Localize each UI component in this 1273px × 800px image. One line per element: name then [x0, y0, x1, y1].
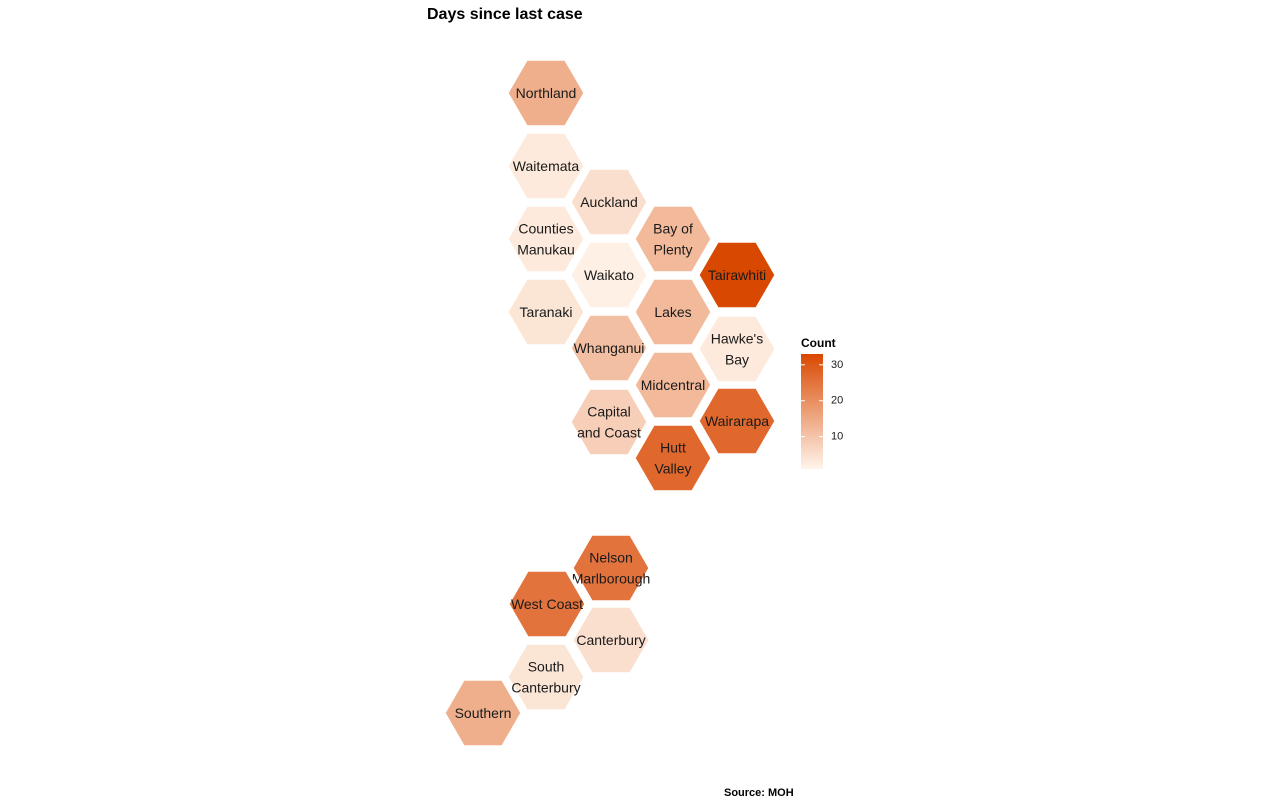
hex-cell: [570, 532, 652, 604]
hex-label: Midcentral: [641, 377, 706, 393]
hex-cell: [570, 604, 652, 676]
hex-label: Taranaki: [520, 304, 573, 320]
hex-label: Wairarapa: [705, 413, 769, 429]
hex-label: Capital: [587, 404, 631, 420]
hex-label: Canterbury: [511, 680, 580, 696]
hex-label: Lakes: [654, 304, 691, 320]
hex-region-auckland: Auckland: [568, 166, 650, 238]
hex-region-counties-manukau: Counties Manukau: [505, 203, 587, 275]
hex-cell: [568, 166, 650, 238]
hex-cell: [696, 385, 778, 457]
hex-cell: [568, 239, 650, 311]
hex-region-waitemata: Waitemata: [505, 130, 587, 202]
hex-region-bay-of-plenty: Bay of Plenty: [632, 203, 714, 275]
hex-region-whanganui: Whanganui: [568, 312, 650, 384]
hex-region-south-canterbury: South Canterbury: [505, 641, 587, 713]
legend-tick-label: 30: [831, 359, 843, 371]
hex-region-hutt-valley: Hutt Valley: [632, 422, 714, 494]
hex-label: Counties: [518, 221, 573, 237]
hex-cell: [505, 641, 587, 713]
hex-label: Hutt: [660, 440, 686, 456]
hex-label: Nelson: [589, 550, 633, 566]
hex-cell: [505, 276, 587, 348]
hex-cell: [505, 130, 587, 202]
hex-region-tairawhiti: Tairawhiti: [696, 239, 778, 311]
hex-cell: [506, 568, 588, 640]
hex-label: Manukau: [517, 242, 575, 258]
hex-region-nelson-marlborough: Nelson Marlborough: [570, 532, 652, 604]
color-legend: Count 10 20 30: [801, 336, 843, 469]
hex-region-hawke-s-bay: Hawke's Bay: [696, 313, 778, 385]
hex-region-taranaki: Taranaki: [505, 276, 587, 348]
hex-label: Bay of: [653, 221, 693, 237]
legend-tick-label: 10: [831, 431, 843, 443]
hex-cell: [696, 313, 778, 385]
hex-cell: [568, 386, 650, 458]
hex-region-capital-and-coast: Capital and Coast: [568, 386, 650, 458]
hex-region-west-coast: West Coast: [506, 568, 588, 640]
legend-colorbar: [801, 354, 823, 469]
chart-title: Days since last case: [427, 6, 583, 23]
hex-region-canterbury: Canterbury: [570, 604, 652, 676]
legend-ticks: 10 20 30: [801, 359, 843, 443]
hex-label: Northland: [516, 85, 577, 101]
hex-label: Marlborough: [572, 571, 651, 587]
hex-cell: [696, 239, 778, 311]
hex-label: Whanganui: [574, 340, 645, 356]
hex-label: Valley: [654, 461, 691, 477]
hex-label: Bay: [725, 352, 749, 368]
hex-region-midcentral: Midcentral: [632, 349, 714, 421]
legend-title: Count: [801, 336, 836, 350]
hex-region-lakes: Lakes: [632, 276, 714, 348]
hex-cell: [442, 677, 524, 749]
hex-label: and Coast: [577, 425, 641, 441]
hex-label: Canterbury: [576, 632, 645, 648]
hex-label: Waikato: [584, 267, 634, 283]
hex-cell: [632, 203, 714, 275]
hex-label: Auckland: [580, 194, 638, 210]
legend-tick-label: 20: [831, 395, 843, 407]
hex-region-waikato: Waikato: [568, 239, 650, 311]
hex-label: Hawke's: [711, 331, 763, 347]
hex-label: Plenty: [654, 242, 693, 258]
hex-cell: [505, 57, 587, 129]
hex-label: Waitemata: [513, 158, 580, 174]
hex-cell: [632, 422, 714, 494]
hex-layer: Northland Waitemata Auckland Counties Manuka…: [442, 57, 778, 749]
hex-region-northland: Northland: [505, 57, 587, 129]
hex-label: South: [528, 659, 565, 675]
hex-label: Southern: [455, 705, 512, 721]
hex-cell: [568, 312, 650, 384]
hex-label: West Coast: [511, 596, 583, 612]
hex-region-southern: Southern: [442, 677, 524, 749]
hex-region-wairarapa: Wairarapa: [696, 385, 778, 457]
hex-label: Tairawhiti: [708, 267, 766, 283]
hex-cell: [632, 349, 714, 421]
source-caption: Source: MOH: [724, 787, 794, 799]
hex-cell: [505, 203, 587, 275]
hex-cell: [632, 276, 714, 348]
